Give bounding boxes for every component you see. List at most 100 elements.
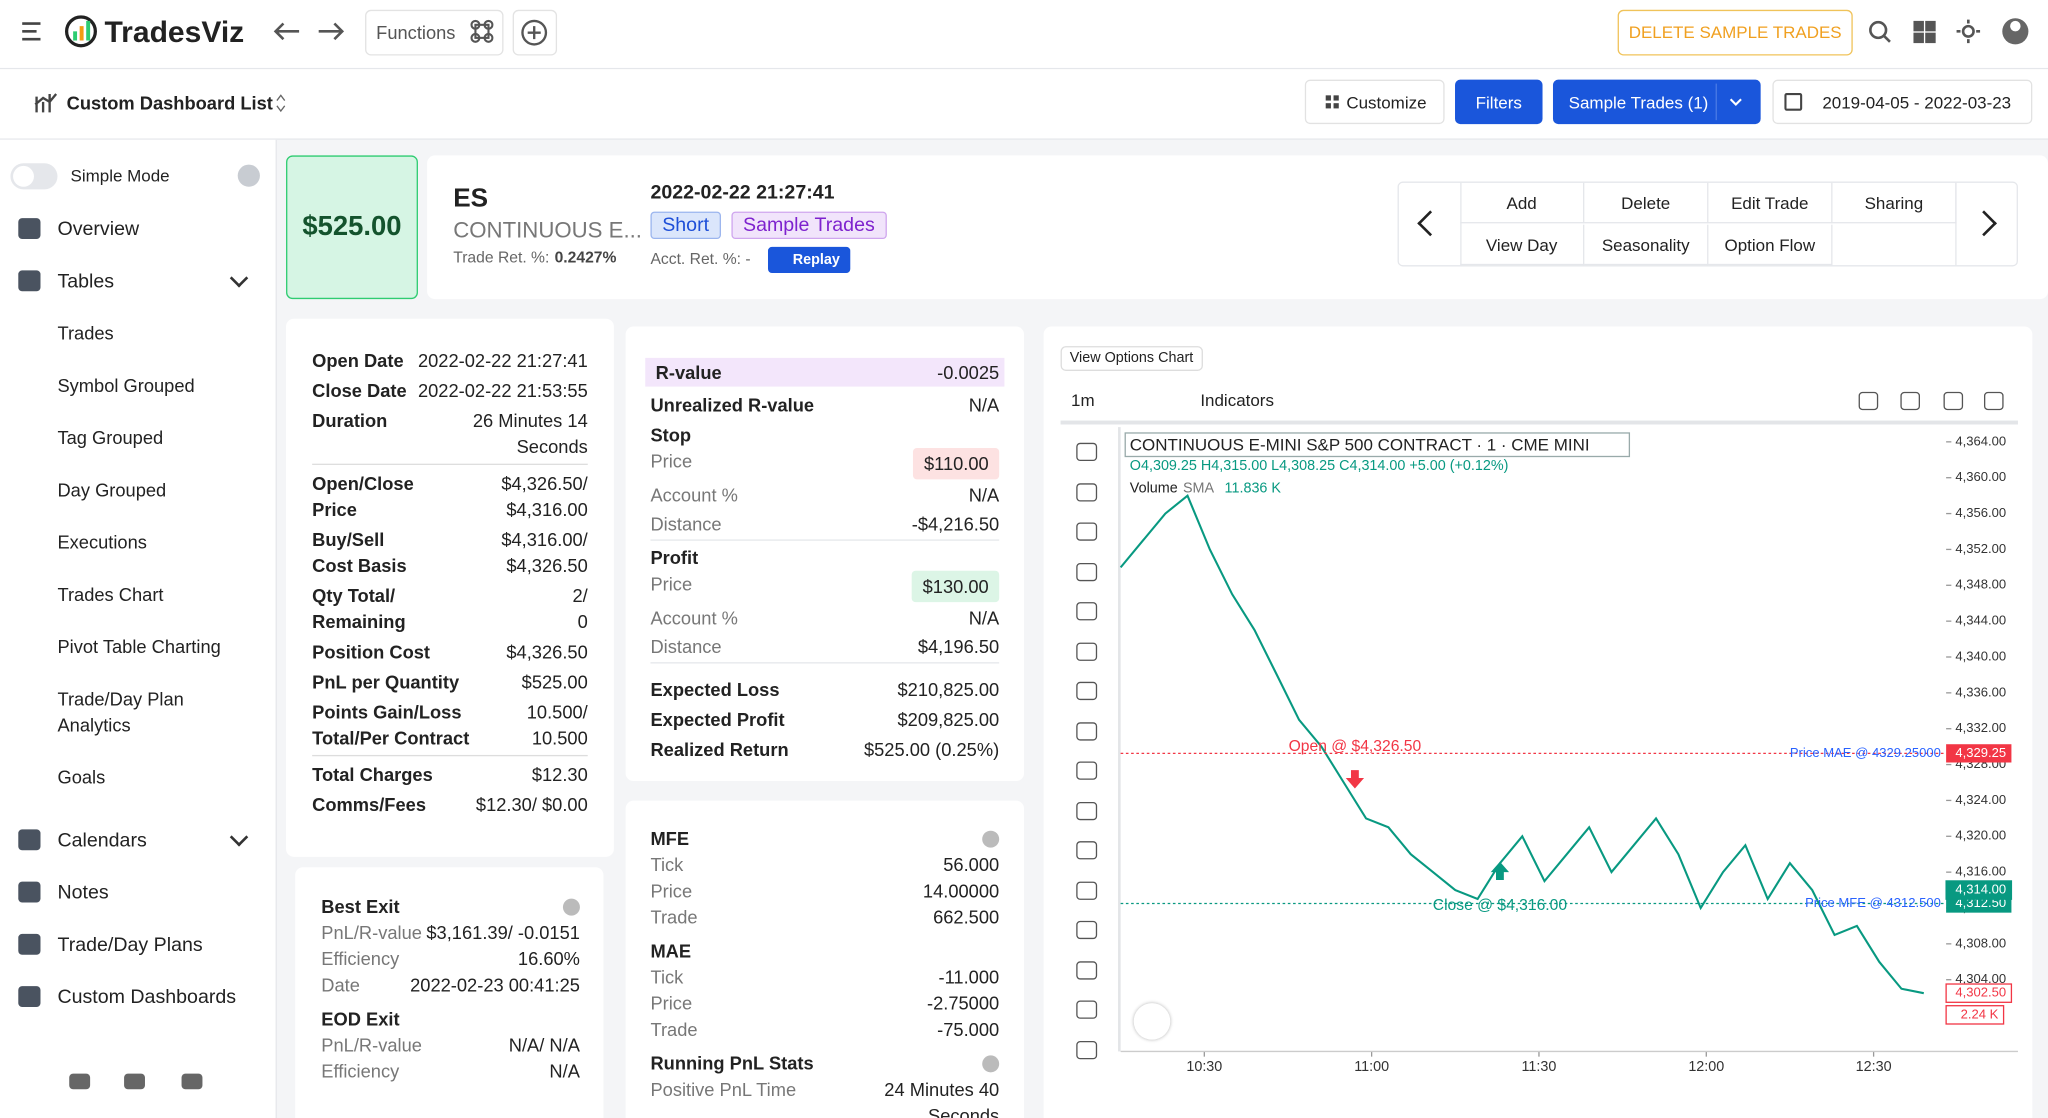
stat-row: Price -2.75000: [650, 990, 999, 1016]
nav-subitem[interactable]: Symbol Grouped: [57, 374, 195, 396]
interval-button[interactable]: 1m: [1071, 390, 1095, 411]
indicators-button[interactable]: Indicators: [1200, 390, 1274, 411]
menu-icon[interactable]: [22, 22, 41, 41]
functions-box[interactable]: [365, 9, 504, 56]
drawing-tool[interactable]: [1076, 681, 1098, 701]
stat-row: Unrealized R-value N/A: [650, 392, 999, 418]
action-button[interactable]: Delete: [1584, 182, 1709, 224]
nav-list: Overview Tables Trades Symbol Grouped Tag Gr…: [0, 202, 276, 1022]
nav-subitem[interactable]: Executions: [57, 531, 147, 553]
action-button[interactable]: View Day: [1460, 224, 1585, 266]
drawing-tool[interactable]: [1076, 641, 1098, 661]
help-icon[interactable]: [982, 1054, 1000, 1072]
drawing-tool[interactable]: [1076, 522, 1098, 541]
trade-return-label: Trade Ret. %:: [453, 248, 550, 267]
section-head: Stop: [650, 422, 999, 448]
stat-value: -0.0025: [937, 361, 1000, 383]
stat-label-line: Cost Basis: [312, 555, 407, 576]
settings-icon[interactable]: [1900, 391, 1920, 411]
stat-label: Efficiency: [321, 1060, 400, 1082]
dashboard-title[interactable]: Custom Dashboard List: [66, 92, 273, 114]
stat-value: $3,161.39/ -0.0151: [426, 922, 580, 944]
help-icon[interactable]: [562, 897, 580, 915]
drawing-tool[interactable]: [1076, 841, 1098, 860]
action-button[interactable]: Edit Trade: [1708, 182, 1833, 224]
functions-label[interactable]: Functions: [376, 22, 456, 44]
symbol: ES: [453, 184, 489, 213]
drawing-tool[interactable]: [1076, 562, 1098, 581]
sample-trades-button[interactable]: Sample Trades (1): [1552, 79, 1761, 125]
stat-value-line: Seconds: [516, 436, 588, 458]
settings-icon[interactable]: [237, 164, 260, 187]
nav-subitem[interactable]: Tag Grouped: [57, 427, 164, 448]
nav-item[interactable]: Tables: [0, 255, 276, 307]
nav-subitem[interactable]: Goals: [57, 766, 106, 788]
delete-sample-box[interactable]: [1617, 9, 1853, 56]
nav-item[interactable]: Overview: [0, 202, 276, 254]
action-button[interactable]: Sharing: [1832, 182, 1957, 224]
detail-group: Open/Close Price $4,326.50/ $4,316.00 Buy/Se…: [312, 463, 588, 751]
fullscreen-icon[interactable]: [1943, 391, 1964, 411]
section-title: EOD Exit: [321, 1008, 400, 1030]
stat-value: $110.00: [913, 447, 1000, 480]
drawing-tool[interactable]: [1076, 801, 1098, 820]
nav-item[interactable]: Trade/Day Plans: [0, 918, 276, 970]
nav-item[interactable]: Custom Dashboards: [0, 970, 276, 1022]
nav-subitem[interactable]: Day Grouped: [57, 479, 167, 501]
section-head: EOD Exit: [321, 1006, 580, 1032]
stat-label: Trade: [650, 1018, 698, 1040]
stat-label: Account %: [650, 607, 738, 629]
stat-label: Tick: [650, 966, 684, 988]
action-button[interactable]: Option Flow: [1708, 224, 1833, 266]
avatar[interactable]: [2002, 18, 2029, 45]
camera-icon[interactable]: [1983, 391, 2004, 411]
nav-subitem[interactable]: Trade/Day Plan Analytics: [57, 688, 184, 736]
detail-group: Total Charges $12.30 Comms/Fees $12.30/ $0.…: [312, 754, 588, 818]
nav-subitem[interactable]: Pivot Table Charting: [57, 636, 221, 657]
drawing-tool[interactable]: [1076, 880, 1098, 900]
drawing-tool[interactable]: [1076, 442, 1098, 462]
drawing-tool[interactable]: [1076, 602, 1098, 621]
stat-row: Efficiency 16.60%: [321, 946, 580, 972]
help-icon[interactable]: [982, 830, 1000, 848]
filters-button[interactable]: Filters: [1455, 79, 1543, 125]
nav-label: Trade/Day Plans: [57, 933, 203, 956]
upload-icon[interactable]: [124, 1073, 145, 1090]
next-button[interactable]: [1955, 182, 2018, 266]
delete-sample-button[interactable]: DELETE SAMPLE TRADES: [1628, 22, 1842, 42]
nav-item[interactable]: Notes: [0, 866, 276, 918]
tool-icon[interactable]: [69, 1073, 91, 1090]
zoom-icon[interactable]: [1858, 391, 1879, 411]
drawing-tool[interactable]: [1076, 960, 1098, 979]
video-icon[interactable]: [181, 1073, 203, 1090]
view-options-button[interactable]: View Options Chart: [1060, 346, 1203, 371]
drawing-tool[interactable]: [1076, 761, 1098, 780]
drawing-tool[interactable]: [1076, 721, 1098, 740]
drawing-tool[interactable]: [1076, 1000, 1098, 1019]
drawing-tool[interactable]: [1076, 1040, 1098, 1059]
drawing-tool[interactable]: [1076, 482, 1098, 501]
action-button[interactable]: Add: [1460, 182, 1585, 224]
drawing-tool[interactable]: [1076, 920, 1098, 940]
stat-label: Realized Return: [650, 739, 789, 761]
prev-button[interactable]: [1399, 182, 1462, 266]
stat-value-line: 10.500: [531, 727, 588, 749]
replay-button[interactable]: Replay: [767, 246, 851, 273]
nav-subitem[interactable]: Trades: [57, 322, 114, 344]
stat-label: Comms/Fees: [312, 794, 426, 816]
tag-row: Short Sample Trades: [650, 211, 887, 240]
date-range[interactable]: 2019-04-05 - 2022-03-23: [1772, 79, 2033, 125]
nav-subitem[interactable]: Trades Chart: [57, 583, 164, 605]
nav-item[interactable]: Calendars: [0, 814, 276, 866]
nav-chevron: [229, 268, 249, 288]
stat-label: Date: [321, 974, 360, 996]
action-button[interactable]: Seasonality: [1584, 224, 1709, 266]
sort-icon[interactable]: [276, 94, 286, 113]
sidebar: Simple Mode Overview Tables Trades Symbol Gr…: [0, 139, 277, 1118]
customize-button[interactable]: Customize: [1304, 79, 1445, 125]
stat-label: Position Cost: [312, 641, 431, 663]
right-icons[interactable]: [1869, 19, 1981, 44]
nav-arrows[interactable]: [273, 22, 345, 41]
stat-label: R-value: [655, 361, 722, 383]
